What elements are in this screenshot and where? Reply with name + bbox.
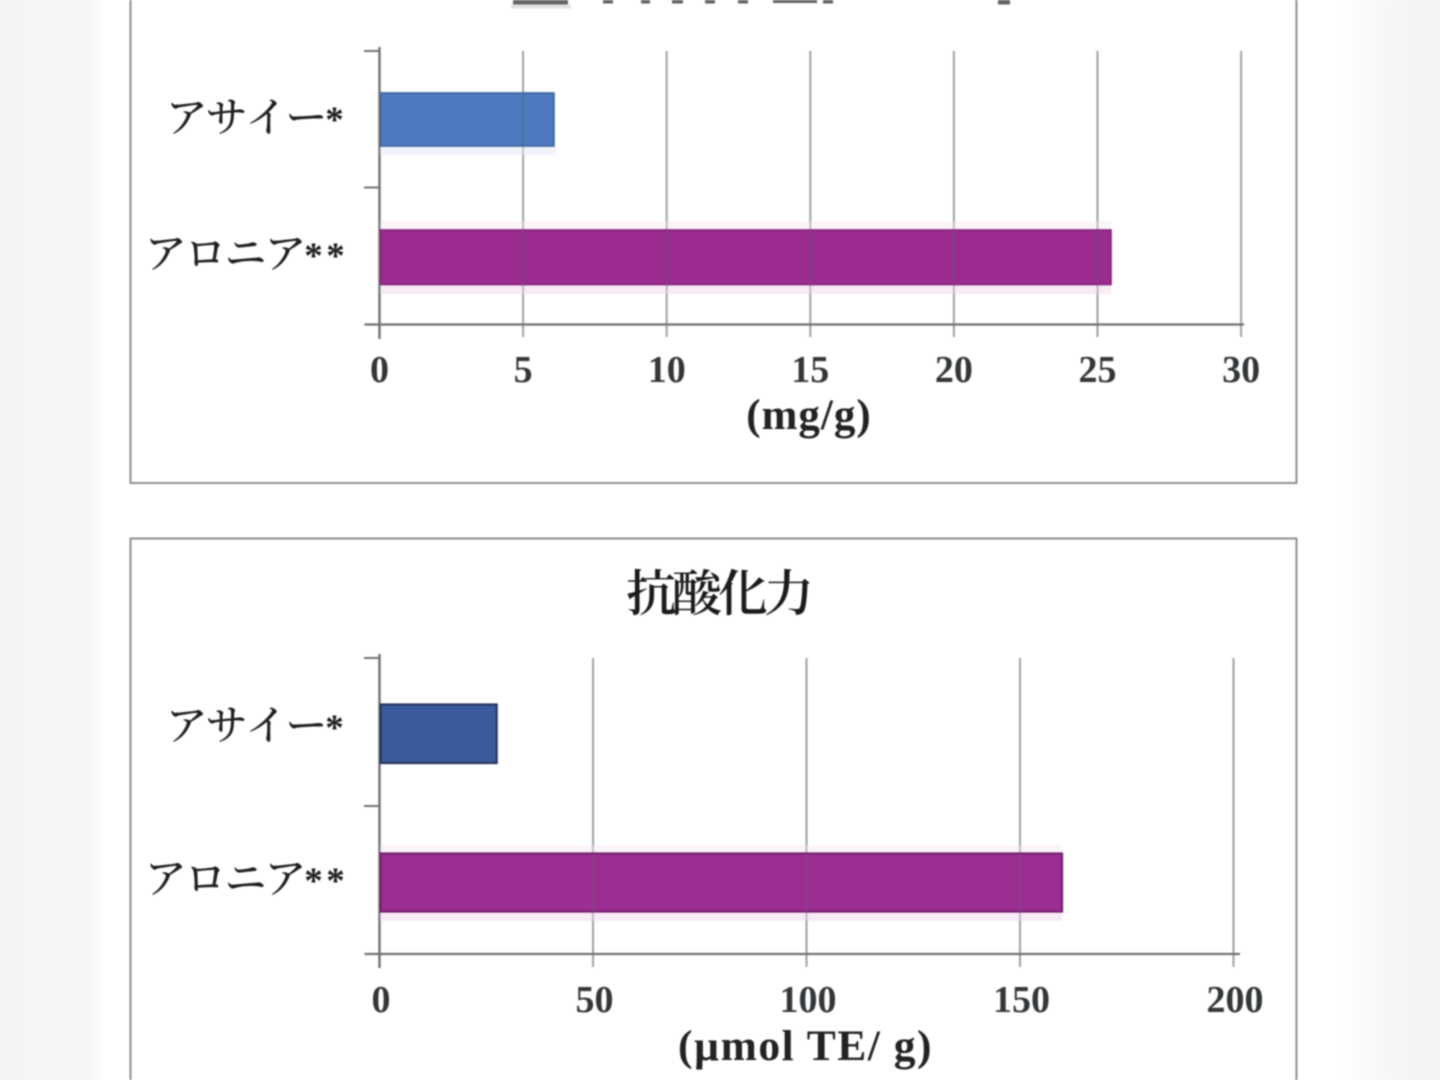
svg-text:0: 0 xyxy=(372,979,391,1021)
svg-text:*: * xyxy=(325,708,344,749)
svg-text:10: 10 xyxy=(648,349,686,391)
svg-text:150: 150 xyxy=(993,979,1050,1021)
svg-text:20: 20 xyxy=(935,349,973,391)
svg-text:*: * xyxy=(325,100,344,141)
svg-text:25: 25 xyxy=(1079,349,1117,391)
svg-text:0: 0 xyxy=(370,349,389,391)
svg-text:15: 15 xyxy=(791,349,829,391)
svg-text:200: 200 xyxy=(1207,979,1264,1021)
svg-text:(µmol TE/ g): (µmol TE/ g) xyxy=(678,1022,933,1070)
svg-text:*: * xyxy=(304,861,323,902)
svg-text:(mg/g): (mg/g) xyxy=(746,392,871,439)
svg-text:5: 5 xyxy=(514,349,533,391)
svg-text:30: 30 xyxy=(1222,349,1260,391)
svg-text:*: * xyxy=(326,236,345,277)
svg-text:*: * xyxy=(326,861,345,902)
svg-text:100: 100 xyxy=(780,979,837,1021)
svg-text:*: * xyxy=(304,236,323,277)
svg-text:50: 50 xyxy=(576,979,614,1021)
